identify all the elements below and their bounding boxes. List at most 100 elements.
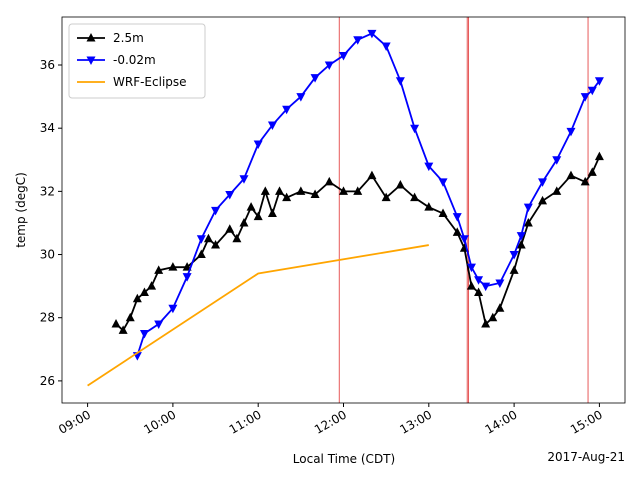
legend-label: -0.02m <box>113 53 156 67</box>
marker <box>474 287 484 296</box>
marker <box>481 282 491 292</box>
marker <box>182 273 192 282</box>
x-tick-label: 15:00 <box>568 407 605 436</box>
marker <box>118 325 128 334</box>
marker <box>139 287 149 296</box>
marker <box>253 211 263 221</box>
marker <box>267 121 277 131</box>
marker <box>481 319 491 328</box>
marker <box>353 186 363 195</box>
marker <box>552 186 562 195</box>
marker <box>466 263 476 273</box>
marker <box>410 124 420 134</box>
marker <box>424 162 434 172</box>
marker <box>339 186 348 195</box>
marker <box>594 77 604 86</box>
marker <box>168 304 178 314</box>
marker <box>410 192 420 202</box>
series-line <box>115 156 601 332</box>
marker <box>552 156 562 165</box>
x-tick-label: 14:00 <box>483 407 520 436</box>
marker <box>381 42 391 52</box>
marker <box>239 217 249 227</box>
marker <box>86 33 96 42</box>
marker <box>339 52 348 61</box>
marker <box>267 208 277 217</box>
marker <box>324 176 334 186</box>
marker <box>381 192 391 202</box>
marker <box>282 105 292 115</box>
marker <box>523 203 533 213</box>
marker <box>594 151 604 161</box>
marker <box>147 281 157 290</box>
marker <box>203 233 213 243</box>
marker <box>111 319 121 328</box>
x-tick-label: 13:00 <box>397 407 434 436</box>
marker <box>211 206 221 216</box>
marker <box>139 330 149 339</box>
marker <box>196 235 206 244</box>
marker <box>452 227 462 236</box>
marker <box>154 265 164 274</box>
legend-box <box>68 23 206 99</box>
marker <box>538 195 548 205</box>
marker <box>132 293 142 303</box>
x-tick-label: 10:00 <box>141 407 178 436</box>
y-tick-label: 32 <box>40 184 55 198</box>
marker <box>495 303 505 312</box>
x-tick-label: 11:00 <box>227 407 264 436</box>
marker <box>168 262 178 271</box>
marker <box>296 93 306 102</box>
marker <box>296 186 306 195</box>
marker <box>509 265 519 274</box>
y-tick-label: 26 <box>40 374 55 388</box>
marker <box>395 77 405 86</box>
marker <box>253 140 263 149</box>
marker <box>516 240 526 249</box>
marker <box>587 86 597 96</box>
marker <box>282 192 292 202</box>
legend-label: 2.5m <box>113 31 144 45</box>
marker <box>324 61 334 71</box>
x-offset-label: 2017-Aug-21 <box>547 450 625 464</box>
marker <box>566 170 576 180</box>
marker <box>353 36 363 45</box>
marker <box>580 93 590 102</box>
y-tick-label: 34 <box>40 121 55 135</box>
y-axis-label: temp (degC) <box>14 172 28 248</box>
marker <box>466 281 476 290</box>
marker <box>509 251 519 260</box>
marker <box>225 224 235 233</box>
marker <box>367 29 377 39</box>
marker <box>495 279 505 288</box>
marker <box>488 312 498 322</box>
legend-label: WRF-Eclipse <box>113 75 187 89</box>
x-tick-label: 09:00 <box>56 407 93 436</box>
marker <box>523 217 533 227</box>
marker <box>367 170 377 180</box>
marker <box>310 189 320 199</box>
y-tick-label: 30 <box>40 248 55 262</box>
marker <box>260 186 270 195</box>
marker <box>438 208 448 217</box>
marker <box>275 186 285 195</box>
marker <box>587 167 597 176</box>
marker <box>211 240 221 249</box>
marker <box>225 191 235 200</box>
marker <box>196 249 206 259</box>
marker <box>86 56 96 65</box>
marker <box>438 178 448 187</box>
axes-frame <box>61 16 626 404</box>
marker <box>424 202 434 211</box>
marker <box>452 213 462 222</box>
marker <box>566 127 576 137</box>
y-tick-label: 28 <box>40 311 55 325</box>
marker <box>154 320 164 330</box>
marker <box>580 176 590 186</box>
marker <box>459 235 469 244</box>
marker <box>239 175 249 184</box>
marker <box>516 232 526 241</box>
x-tick-label: 12:00 <box>312 407 349 436</box>
x-axis-label: Local Time (CDT) <box>293 452 395 466</box>
